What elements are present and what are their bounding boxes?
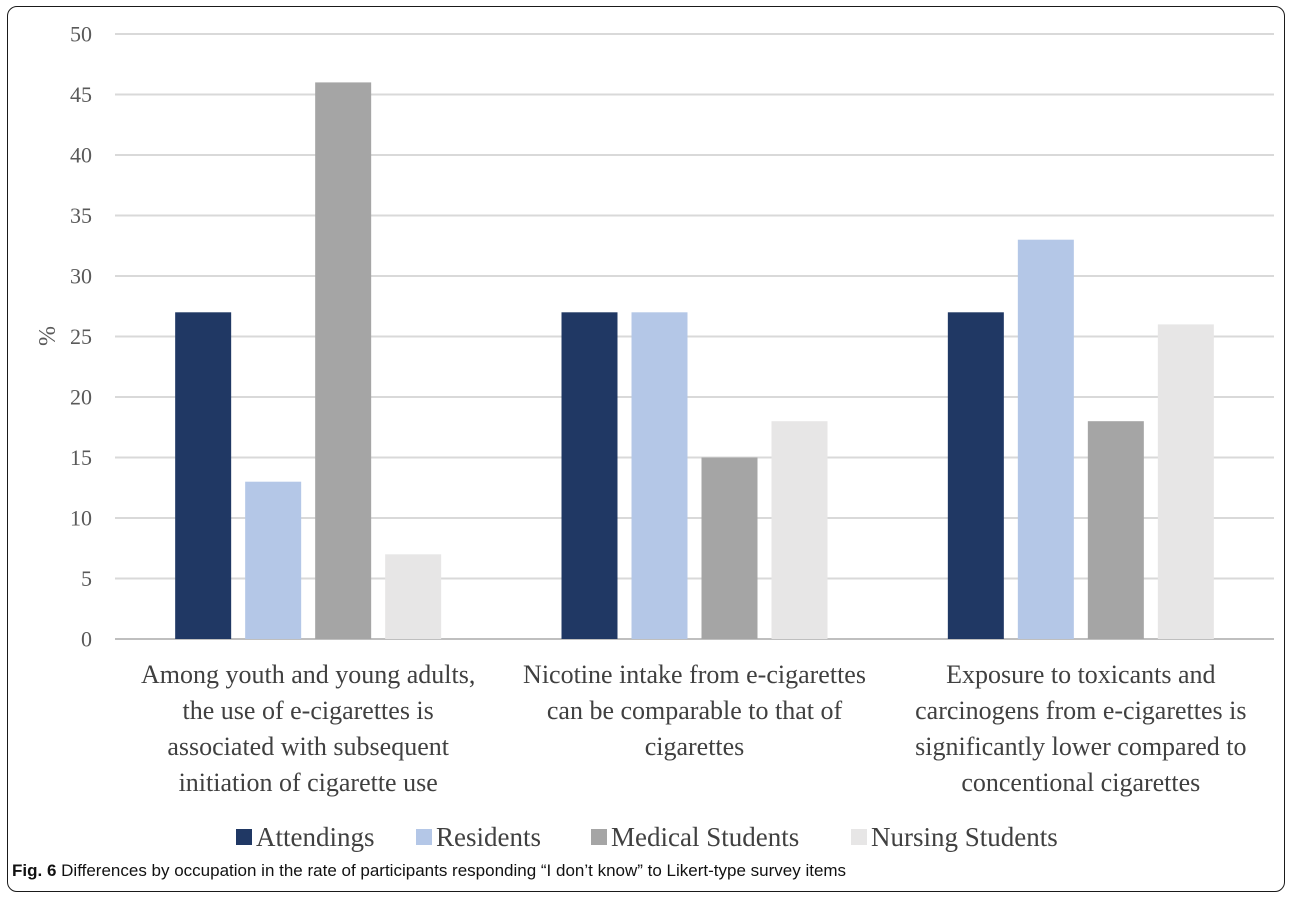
y-tick-label: 35 [70,203,92,228]
y-tick-label: 25 [70,324,92,349]
x-category-label-line: cigarettes [645,732,745,761]
x-category-label: Among youth and young adults, the use of … [141,660,475,797]
x-category-label-line: concentional cigarettes [961,768,1200,797]
bar [561,312,618,639]
bar [947,312,1004,639]
y-tick-label: 30 [70,264,92,289]
legend-swatch [851,829,867,845]
legend-label: Attendings [256,822,375,852]
y-tick-label: 15 [70,445,92,470]
x-category-label-line: the use of e-cigarettes is [183,696,434,725]
bar [315,82,372,639]
legend-swatch [591,829,607,845]
x-category-label-line: Exposure to toxicants and [946,660,1215,689]
y-axis-label: % [35,326,61,346]
bar [701,457,758,639]
x-category-label-line: Nicotine intake from e-cigarettes [523,660,866,689]
bar [1157,324,1214,639]
caption-label: Fig. 6 [12,861,57,880]
bar [631,312,688,639]
y-tick-label: 0 [81,627,92,652]
x-category-label-line: significantly lower compared to [915,732,1246,761]
bar [1017,239,1074,639]
bar [245,481,302,639]
x-category-label-line: carcinogens from e-cigarettes is [915,696,1246,725]
y-tick-label: 50 [70,22,92,47]
caption-text: Differences by occupation in the rate of… [61,861,847,880]
y-tick-label: 20 [70,385,92,410]
category-labels: Among youth and young adults, the use of … [141,660,1247,797]
x-category-label-line: can be comparable to that of [547,696,843,725]
legend-label: Medical Students [611,822,799,852]
x-category-label: Nicotine intake from e-cigarettes can be … [523,660,866,761]
y-tick-label: 40 [70,143,92,168]
gridlines [115,33,1274,640]
y-tick-label: 5 [81,566,92,591]
bar [175,312,232,639]
x-category-label-line: associated with subsequent [167,732,449,761]
legend: Attendings Residents Medical Students Nursi… [236,822,1058,852]
x-category-label-line: initiation of cigarette use [179,768,438,797]
legend-swatch [236,829,252,845]
bar [385,554,442,639]
legend-swatch [416,829,432,845]
legend-label: Residents [436,822,541,852]
y-tick-label: 45 [70,82,92,107]
bars [175,82,1214,639]
y-tick-label: 10 [70,506,92,531]
bar [771,421,828,639]
x-category-label-line: Among youth and young adults, [141,660,475,689]
x-category-label: Exposure to toxicants and carcinogens fro… [915,660,1246,797]
figure-caption: Fig. 6 Differences by occupation in the … [12,861,1272,881]
bar [1087,421,1144,639]
y-axis-ticks: 0 5 10 15 20 25 30 35 40 45 50 [70,22,92,652]
legend-label: Nursing Students [871,822,1058,852]
